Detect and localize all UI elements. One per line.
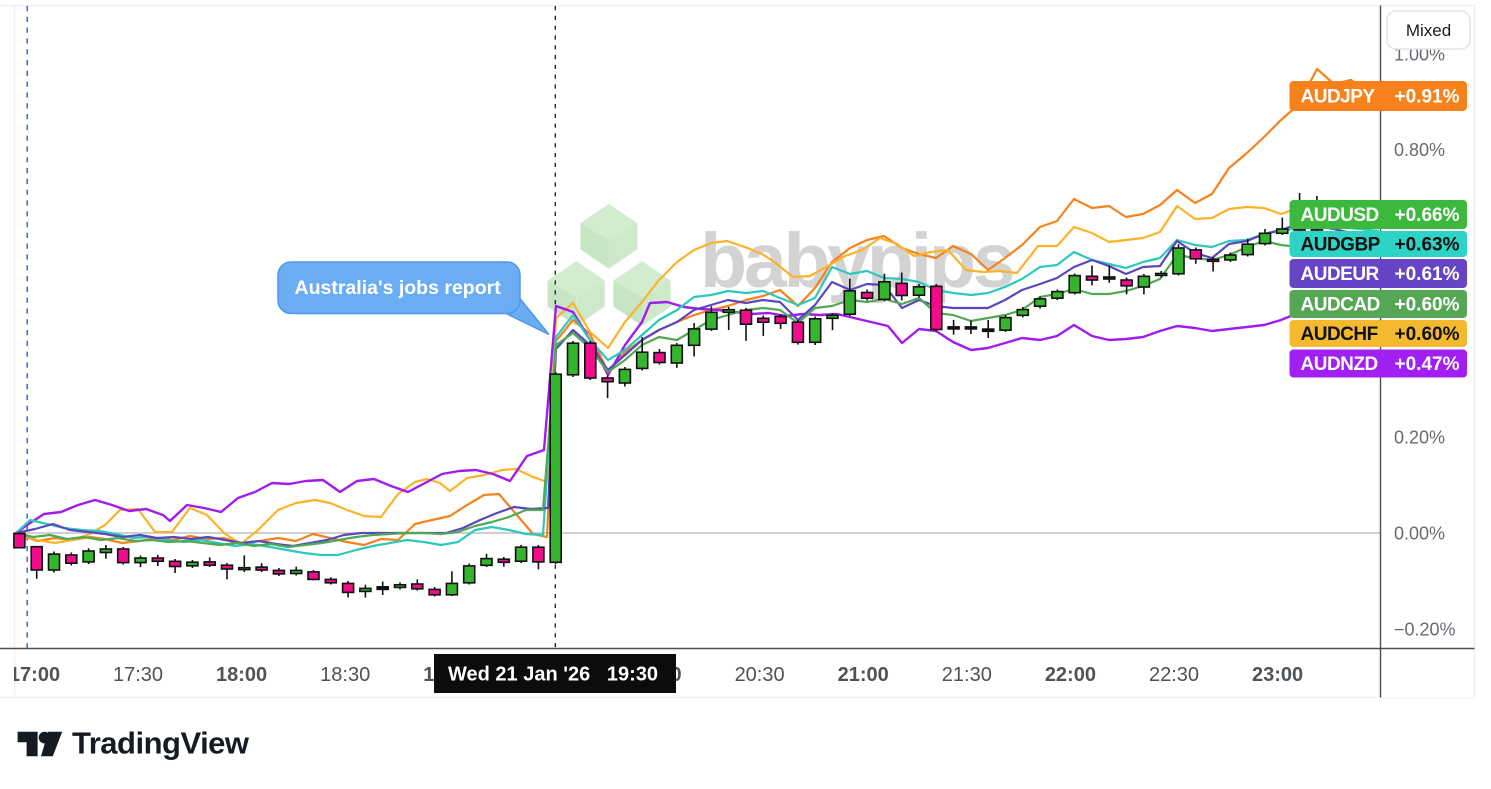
- svg-text:23:00: 23:00: [1252, 664, 1303, 686]
- svg-text:+0.61%: +0.61%: [1395, 264, 1460, 285]
- svg-text:AUDGBP: AUDGBP: [1301, 235, 1381, 256]
- svg-text:+0.63%: +0.63%: [1395, 235, 1460, 256]
- svg-text:18:30: 18:30: [320, 664, 370, 686]
- svg-text:22:00: 22:00: [1045, 664, 1096, 686]
- svg-text:AUDJPY: AUDJPY: [1301, 87, 1376, 108]
- svg-text:TradingView: TradingView: [72, 726, 250, 761]
- svg-text:AUDCHF: AUDCHF: [1301, 324, 1378, 345]
- svg-text:AUDUSD: AUDUSD: [1301, 205, 1379, 226]
- svg-text:0.80%: 0.80%: [1394, 140, 1445, 160]
- svg-text:Mixed: Mixed: [1406, 21, 1451, 40]
- svg-text:+0.66%: +0.66%: [1395, 205, 1460, 226]
- svg-text:21:00: 21:00: [838, 664, 889, 686]
- svg-text:AUDEUR: AUDEUR: [1301, 264, 1380, 285]
- svg-text:AUDCAD: AUDCAD: [1301, 295, 1380, 316]
- svg-text:0.20%: 0.20%: [1394, 428, 1445, 448]
- svg-text:22:30: 22:30: [1149, 664, 1199, 686]
- svg-text:17:30: 17:30: [113, 664, 163, 686]
- svg-text:21:30: 21:30: [942, 664, 992, 686]
- svg-text:Wed 21 Jan '26 19:30: Wed 21 Jan '26 19:30: [448, 664, 658, 686]
- svg-text:+0.60%: +0.60%: [1395, 324, 1460, 345]
- svg-text:18:00: 18:00: [216, 664, 267, 686]
- svg-text:+0.47%: +0.47%: [1395, 354, 1460, 375]
- svg-text:+0.60%: +0.60%: [1395, 295, 1460, 316]
- svg-text:Australia's jobs report: Australia's jobs report: [295, 277, 502, 299]
- svg-text:17:00: 17:00: [9, 664, 60, 686]
- svg-text:−0.20%: −0.20%: [1394, 619, 1456, 639]
- svg-text:+0.91%: +0.91%: [1395, 87, 1460, 108]
- svg-text:AUDNZD: AUDNZD: [1301, 354, 1378, 375]
- svg-text:20:30: 20:30: [735, 664, 785, 686]
- svg-text:0.00%: 0.00%: [1394, 524, 1445, 544]
- svg-text:babypips: babypips: [700, 218, 1013, 304]
